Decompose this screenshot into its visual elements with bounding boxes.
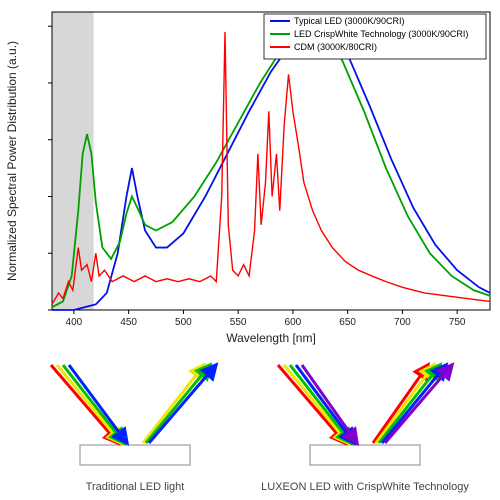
svg-text:500: 500 <box>175 317 192 328</box>
arrow-out <box>379 365 440 443</box>
svg-text:600: 600 <box>285 317 302 328</box>
sample-box <box>310 445 420 465</box>
arrow-in <box>69 365 127 443</box>
svg-text:450: 450 <box>120 317 137 328</box>
arrow-in <box>284 365 348 443</box>
arrow-in <box>63 365 124 443</box>
arrow-out <box>376 365 434 443</box>
reflection-diagram: Traditional LED light LUXEON LED with Cri… <box>0 350 500 500</box>
legend-item-label: Typical LED (3000K/90CRI) <box>294 16 405 26</box>
arrow-out <box>149 365 216 443</box>
svg-text:400: 400 <box>66 317 83 328</box>
legend: Typical LED (3000K/90CRI) LED CrispWhite … <box>264 14 486 59</box>
right-caption: LUXEON LED with CrispWhite Technology <box>261 481 469 493</box>
x-axis-label: Wavelength [nm] <box>226 331 316 345</box>
arrow-in <box>296 365 354 443</box>
arrow-in <box>57 365 121 443</box>
svg-text:700: 700 <box>394 317 411 328</box>
svg-text:750: 750 <box>449 317 466 328</box>
sample-box <box>80 445 190 465</box>
y-axis-label: Normalized Spectral Power Distribution (… <box>5 41 19 281</box>
arrow-in <box>51 365 118 443</box>
spectral-chart: 400 450 500 550 600 650 700 750 Wavelength [nm] N… <box>0 0 500 350</box>
arrow-out <box>382 365 446 443</box>
legend-item-label: CDM (3000K/80CRI) <box>294 42 377 52</box>
left-caption: Traditional LED light <box>86 481 185 493</box>
arrow-out <box>143 365 204 443</box>
svg-text:650: 650 <box>339 317 356 328</box>
arrow-out <box>146 365 210 443</box>
legend-item-label: LED CrispWhite Technology (3000K/90CRI) <box>294 29 468 39</box>
arrow-in <box>290 365 351 443</box>
svg-text:550: 550 <box>230 317 247 328</box>
